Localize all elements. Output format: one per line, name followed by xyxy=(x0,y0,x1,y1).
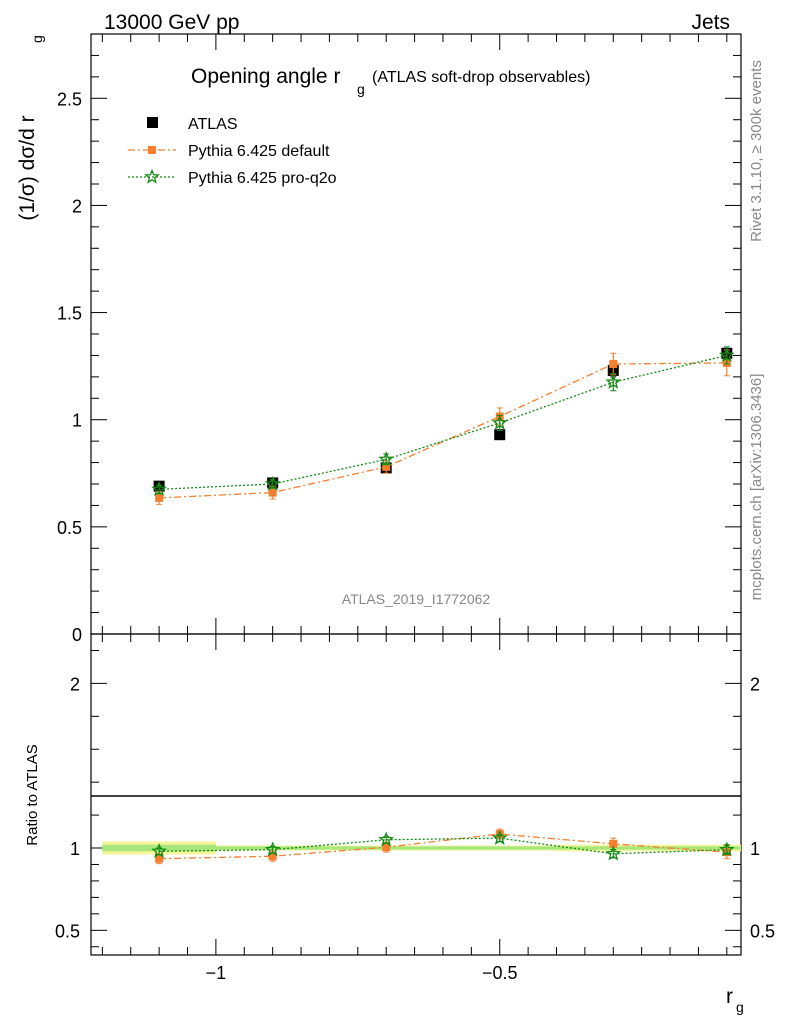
main-default-point xyxy=(609,360,618,368)
y-axis-label-main: (1/σ) dσ/d r xyxy=(16,115,39,220)
legend-default-marker xyxy=(148,146,156,154)
plot-title-main: Opening angle r xyxy=(191,65,340,88)
ratio-y-tick-label-right: 0.5 xyxy=(750,921,775,941)
main-proq2o-point xyxy=(378,451,395,467)
plot-title-suffix: (ATLAS soft-drop observables) xyxy=(372,69,590,86)
legend-proq2o-star xyxy=(144,168,160,184)
band-inner xyxy=(442,846,557,850)
main-default-point xyxy=(155,493,164,502)
ratio-proq2o-point xyxy=(151,842,168,859)
plot-title: Opening angle r xyxy=(191,65,340,88)
main-proq2o-point xyxy=(605,373,622,389)
ratio-proq2o-point xyxy=(718,841,735,857)
ratio-proq2o-point xyxy=(378,831,395,847)
ratio-default-point xyxy=(382,843,391,852)
main-proq2o-point xyxy=(264,475,281,491)
y-axis-label-ratio: Ratio to ATLAS xyxy=(24,744,41,845)
ratio-axis-ticks: 0.5 0.5 1 1 2 2 −1 −0.5 xyxy=(55,634,775,983)
legend-default-label: Pythia 6.425 default xyxy=(188,143,330,160)
ratio-uncertainty-bands xyxy=(102,841,741,855)
x-tick-label: −0.5 xyxy=(482,963,518,983)
header-left: 13000 GeV pp xyxy=(104,11,239,34)
main-axis-ticks: 0.5 1 1.5 2 2.5 xyxy=(57,34,741,634)
main-proq2o-point xyxy=(491,414,508,430)
main-default-point xyxy=(268,488,277,497)
main-proq2o-point xyxy=(718,347,735,363)
legend-atlas-marker xyxy=(147,117,158,128)
band-inner xyxy=(670,846,741,850)
plot-title-sub: g xyxy=(357,81,365,97)
ratio-proq2o-point xyxy=(491,829,508,845)
mcplots-label: mcplots.cern.ch [arXiv:1306.3436] xyxy=(748,374,765,601)
main-y-tick-label: 1 xyxy=(72,411,82,431)
ratio-y-tick-label-right: 1 xyxy=(750,839,760,859)
main-proq2o-point xyxy=(151,481,168,497)
series-layer xyxy=(151,346,735,865)
main-y-tick-label: 2.5 xyxy=(57,89,82,109)
main-y-tick-label: 0.5 xyxy=(57,518,82,538)
ratio-default-point xyxy=(268,852,277,861)
ratio-series-line-2 xyxy=(159,837,727,855)
legend-atlas-label: ATLAS xyxy=(188,116,238,133)
main-series-line-2 xyxy=(159,354,727,491)
rivet-label: Rivet 3.1.10, ≥ 300k events xyxy=(748,60,765,242)
x-tick-label: −1 xyxy=(206,963,227,983)
legend-proq2o-label: Pythia 6.425 pro-q2o xyxy=(188,170,337,187)
ratio-y-tick-label-left: 0.5 xyxy=(55,921,80,941)
main-series-line-1 xyxy=(159,362,727,499)
ratio-panel-frame xyxy=(90,633,742,956)
y-axis-label-main-sub: g xyxy=(29,35,45,43)
header-right: Jets xyxy=(691,11,730,34)
main-y-tick-label: 1.5 xyxy=(57,304,82,324)
ratio-proq2o-point xyxy=(264,841,281,857)
x-axis-label-sub: g xyxy=(736,999,744,1015)
y-axis-label-main-text: (1/σ) dσ/d r xyxy=(16,115,39,220)
ratio-default-point xyxy=(495,830,504,839)
main-y-tick-label: 2 xyxy=(72,196,82,216)
y-axis-label-ratio-text: Ratio to ATLAS xyxy=(24,744,41,845)
main-default-point xyxy=(382,462,391,471)
main-y-tick-label-zero: 0 xyxy=(72,625,82,645)
ratio-default-point xyxy=(155,854,164,863)
watermark: ATLAS_2019_I1772062 xyxy=(342,591,491,607)
legend: ATLAS Pythia 6.425 default Pythia 6.425 … xyxy=(128,116,337,187)
x-axis-label: r xyxy=(726,985,733,1008)
ratio-y-tick-label-right: 2 xyxy=(750,674,760,694)
ratio-proq2o-point xyxy=(605,845,622,861)
main-atlas-point xyxy=(494,429,506,441)
ratio-series-line-1 xyxy=(159,833,727,860)
ratio-y-tick-label-left: 2 xyxy=(70,674,80,694)
ratio-default-point xyxy=(609,839,618,848)
ratio-y-tick-label-left: 1 xyxy=(70,839,80,859)
